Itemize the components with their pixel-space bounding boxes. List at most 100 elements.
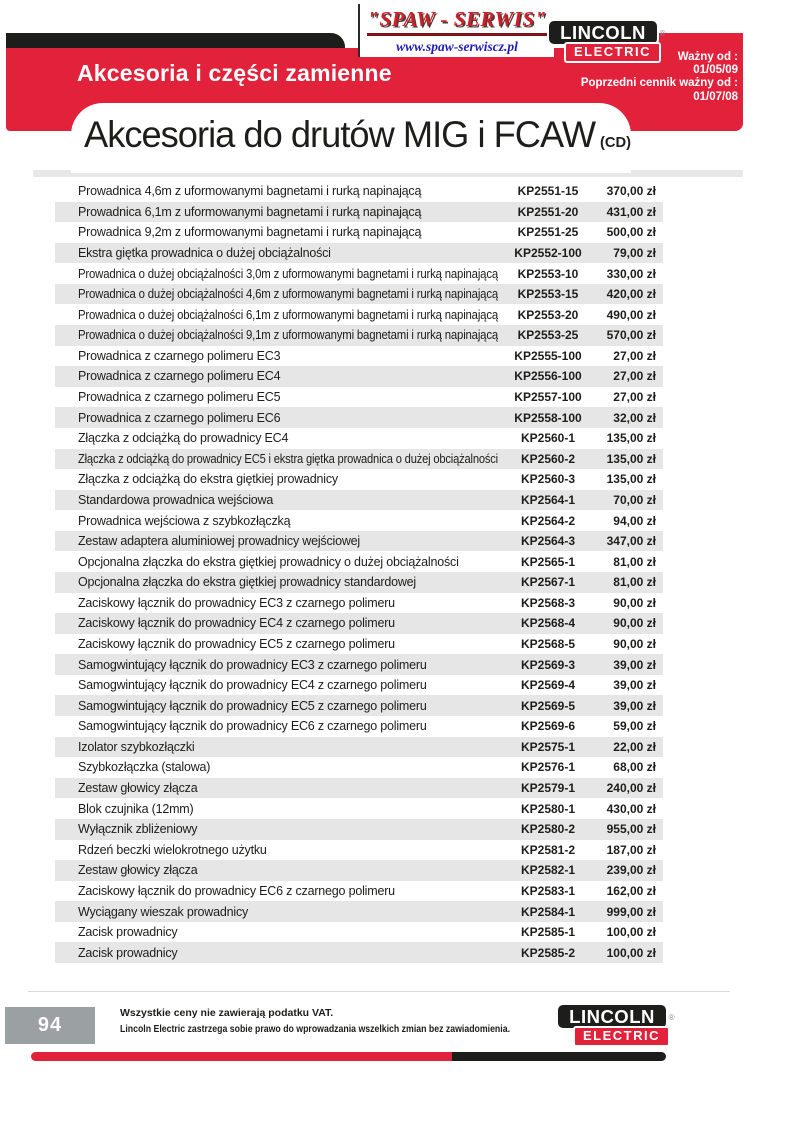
- footer-notes: Wszystkie ceny nie zawierają podatku VAT…: [120, 1006, 510, 1037]
- price-value: 68,00 zł: [613, 760, 656, 775]
- validity-label-current: Ważny od :: [677, 51, 738, 63]
- price-row: Zacisk prowadnicy KP2585-1 100,00 zł: [55, 922, 663, 943]
- registered-trademark-icon: ®: [659, 29, 666, 38]
- price-row: Złączka z odciążką do prowadnicy EC4 KP2…: [55, 428, 663, 449]
- price-value: 100,00 zł: [606, 925, 656, 940]
- price-row: Opcjonalna złączka do ekstra giętkiej pr…: [55, 551, 663, 572]
- lincoln-electric-logo-footer: LINCOLN ® ELECTRIC: [556, 1003, 674, 1047]
- spaw-serwis-name: "SPAW - SERWIS": [367, 7, 547, 31]
- price-value: 70,00 zł: [613, 492, 656, 507]
- product-description: Zestaw adaptera aluminiowej prowadnicy w…: [78, 534, 361, 549]
- price-value: 90,00 zł: [613, 616, 656, 631]
- price-value: 500,00 zł: [606, 225, 656, 240]
- product-description: Zacisk prowadnicy: [78, 925, 178, 940]
- product-description: Izolator szybkozłączki: [78, 739, 195, 754]
- part-number: KP2569-4: [520, 678, 576, 693]
- price-value: 90,00 zł: [613, 637, 656, 651]
- footer-divider: [28, 991, 730, 992]
- product-description: Prowadnica 6,1m z uformowanymi bagnetami…: [78, 204, 422, 219]
- part-number: KP2579-1: [520, 781, 576, 796]
- part-number: KP2568-5: [520, 637, 576, 651]
- part-number: KP2576-1: [520, 760, 576, 775]
- part-number: KP2560-3: [520, 472, 576, 487]
- price-row: Prowadnica z czarnego polimeru EC4 KP255…: [55, 366, 663, 387]
- price-row: Prowadnica z czarnego polimeru EC5 KP255…: [55, 387, 663, 408]
- part-number: KP2565-1: [520, 554, 576, 569]
- price-value: 39,00 zł: [613, 657, 656, 672]
- price-row: Prowadnica z czarnego polimeru EC3 KP255…: [55, 346, 663, 367]
- price-row: Ekstra giętka prowadnica o dużej obciąża…: [55, 242, 663, 264]
- price-row: Prowadnica o dużej obciążalności 6,1m z …: [55, 304, 663, 325]
- product-description: Blok czujnika (12mm): [78, 801, 194, 816]
- disclaimer-note: Lincoln Electric zastrzega sobie prawo d…: [120, 1022, 510, 1035]
- spaw-serwis-url: www.spaw-serwiscz.pl: [396, 39, 518, 54]
- price-row: Wyciągany wieszak prowadnicy KP2584-1 99…: [55, 901, 663, 922]
- part-number: KP2569-6: [520, 719, 576, 734]
- part-number: KP2553-15: [517, 287, 579, 302]
- price-row: Szybkozłączka (stalowa) KP2576-1 68,00 z…: [55, 757, 663, 778]
- product-description: Standardowa prowadnica wejściowa: [78, 492, 274, 507]
- price-table: Prowadnica 4,6m z uformowanymi bagnetami…: [55, 181, 663, 963]
- price-row: Prowadnica o dużej obciążalności 3,0m z …: [55, 263, 663, 284]
- part-number: KP2564-1: [520, 492, 576, 507]
- part-number: KP2560-1: [520, 431, 576, 446]
- part-number: KP2564-3: [520, 534, 576, 549]
- price-value: 27,00 zł: [613, 348, 656, 363]
- registered-trademark-icon: ®: [668, 1013, 675, 1022]
- product-description: Zaciskowy łącznik do prowadnicy EC5 z cz…: [78, 637, 395, 651]
- price-row: Prowadnica o dużej obciążalności 4,6m z …: [55, 283, 663, 305]
- part-number: KP2569-5: [520, 698, 576, 713]
- electric-logo-red-box: ELECTRIC: [564, 42, 661, 63]
- part-number: KP2556-100: [514, 369, 582, 384]
- part-number: KP2564-2: [520, 513, 576, 528]
- price-value: 39,00 zł: [613, 678, 656, 693]
- validity-date-current: 01/05/09: [693, 64, 738, 77]
- price-row: Samogwintujący łącznik do prowadnicy EC3…: [55, 654, 663, 675]
- part-number: KP2580-2: [520, 822, 576, 837]
- product-description: Prowadnica o dużej obciążalności 6,1m z …: [78, 307, 498, 322]
- price-value: 81,00 zł: [613, 554, 656, 569]
- price-row: Standardowa prowadnica wejściowa KP2564-…: [55, 489, 663, 511]
- product-description: Prowadnica wejściowa z szybkozłączką: [78, 513, 291, 528]
- lincoln-logo-text: LINCOLN: [560, 22, 646, 43]
- page-title: Akcesoria do drutów MIG i FCAW (CD): [84, 114, 631, 156]
- price-row: Rdzeń beczki wielokrotnego użytku KP2581…: [55, 840, 663, 861]
- product-description: Zestaw głowicy złącza: [78, 781, 198, 796]
- product-description: Zaciskowy łącznik do prowadnicy EC6 z cz…: [78, 883, 395, 898]
- price-value: 999,00 zł: [606, 904, 656, 919]
- product-description: Samogwintujący łącznik do prowadnicy EC4…: [78, 678, 427, 693]
- price-value: 135,00 zł: [606, 431, 656, 446]
- electric-logo-red-box: ELECTRIC: [573, 1026, 670, 1047]
- price-row: Blok czujnika (12mm) KP2580-1 430,00 zł: [55, 798, 663, 819]
- product-description: Złączka z odciążką do prowadnicy EC4: [78, 431, 289, 446]
- price-value: 187,00 zł: [606, 842, 656, 857]
- section-title: Akcesoria i części zamienne: [77, 60, 392, 86]
- price-row: Samogwintujący łącznik do prowadnicy EC4…: [55, 675, 663, 696]
- product-description: Zestaw głowicy złącza: [78, 863, 198, 878]
- price-value: 240,00 zł: [606, 781, 656, 796]
- product-description: Prowadnica z czarnego polimeru EC3: [78, 348, 281, 363]
- price-value: 330,00 zł: [606, 266, 656, 281]
- price-value: 135,00 zł: [606, 472, 656, 487]
- product-description: Opcjonalna złączka do ekstra giętkiej pr…: [78, 575, 416, 590]
- price-row: Złączka z odciążką do prowadnicy EC5 i e…: [55, 448, 663, 470]
- price-row: Izolator szybkozłączki KP2575-1 22,00 zł: [55, 736, 663, 758]
- product-description: Ekstra giętka prowadnica o dużej obciąża…: [78, 246, 331, 261]
- product-description: Szybkozłączka (stalowa): [78, 760, 211, 775]
- table-top-divider: [33, 170, 743, 177]
- price-row: Złączka z odciążką do ekstra giętkiej pr…: [55, 469, 663, 490]
- price-value: 32,00 zł: [613, 410, 656, 425]
- price-value: 370,00 zł: [606, 184, 656, 199]
- part-number: KP2551-15: [517, 184, 579, 199]
- price-row: Zacisk prowadnicy KP2585-2 100,00 zł: [55, 942, 663, 963]
- validity-date-previous: 01/07/08: [693, 90, 738, 103]
- price-row: Prowadnica 6,1m z uformowanymi bagnetami…: [55, 201, 663, 223]
- part-number: KP2568-3: [520, 595, 576, 610]
- price-value: 94,00 zł: [613, 513, 656, 528]
- price-value: 59,00 zł: [613, 719, 656, 734]
- part-number: KP2580-1: [520, 801, 576, 816]
- price-row: Zaciskowy łącznik do prowadnicy EC4 z cz…: [55, 613, 663, 634]
- page-title-suffix: (CD): [599, 134, 631, 151]
- product-description: Zaciskowy łącznik do prowadnicy EC4 z cz…: [78, 616, 395, 631]
- validity-label-previous: Poprzedni cennik ważny od :: [580, 77, 738, 90]
